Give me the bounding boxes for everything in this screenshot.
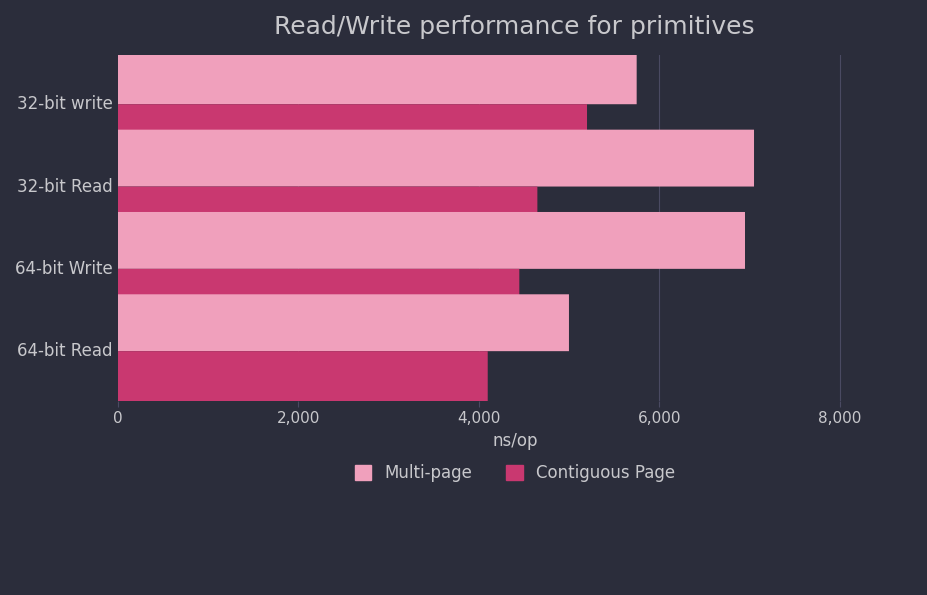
FancyBboxPatch shape <box>118 295 569 351</box>
FancyBboxPatch shape <box>118 130 754 187</box>
Legend: Multi-page, Contiguous Page: Multi-page, Contiguous Page <box>348 458 681 489</box>
FancyBboxPatch shape <box>118 48 637 104</box>
X-axis label: ns/op: ns/op <box>492 431 538 450</box>
FancyBboxPatch shape <box>118 104 587 161</box>
Title: Read/Write performance for primitives: Read/Write performance for primitives <box>274 15 756 39</box>
FancyBboxPatch shape <box>118 187 538 243</box>
FancyBboxPatch shape <box>118 351 488 408</box>
FancyBboxPatch shape <box>118 212 745 269</box>
FancyBboxPatch shape <box>118 269 519 325</box>
